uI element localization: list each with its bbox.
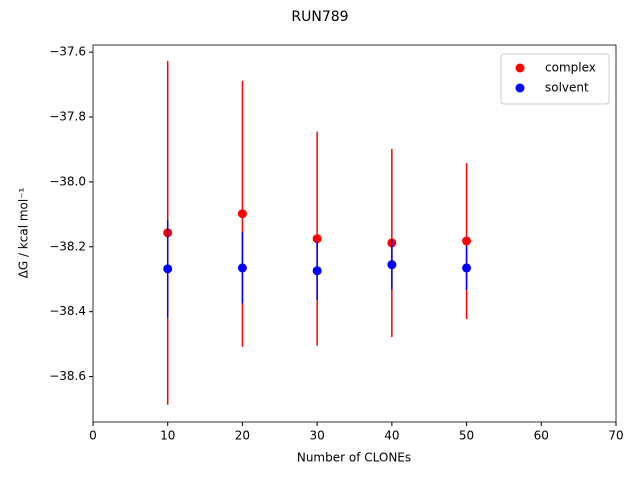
x-tick-label: 0: [89, 429, 97, 443]
x-tick-label: 70: [608, 429, 623, 443]
data-point: [312, 234, 322, 244]
x-tick-label: 60: [534, 429, 549, 443]
y-tick-label: −38.2: [49, 239, 86, 253]
data-point: [462, 236, 472, 246]
y-tick-label: −38.4: [49, 304, 86, 318]
legend-label: complex: [545, 61, 596, 75]
x-tick-label: 10: [160, 429, 175, 443]
y-tick-label: −37.6: [49, 45, 86, 59]
x-axis-label: Number of CLONEs: [297, 451, 411, 465]
plot-frame: [92, 44, 617, 423]
y-axis-label: ΔG / kcal mol⁻¹: [17, 187, 31, 278]
data-point: [462, 263, 472, 273]
legend-marker: [515, 63, 525, 73]
x-tick-label: 30: [310, 429, 325, 443]
legend-box: [500, 53, 610, 105]
legend-marker: [515, 83, 525, 93]
y-tick-label: −38.6: [49, 369, 86, 383]
x-tick-label: 50: [459, 429, 474, 443]
data-point: [312, 266, 322, 276]
data-point: [387, 260, 397, 270]
data-point: [237, 209, 247, 219]
y-tick-label: −38.0: [49, 174, 86, 188]
x-tick-label: 40: [384, 429, 399, 443]
x-tick-label: 20: [235, 429, 250, 443]
legend-label: solvent: [545, 81, 589, 95]
chart-title: RUN789: [291, 9, 348, 25]
y-tick-label: −37.8: [49, 110, 86, 124]
data-point: [237, 263, 247, 273]
data-point: [163, 264, 173, 274]
